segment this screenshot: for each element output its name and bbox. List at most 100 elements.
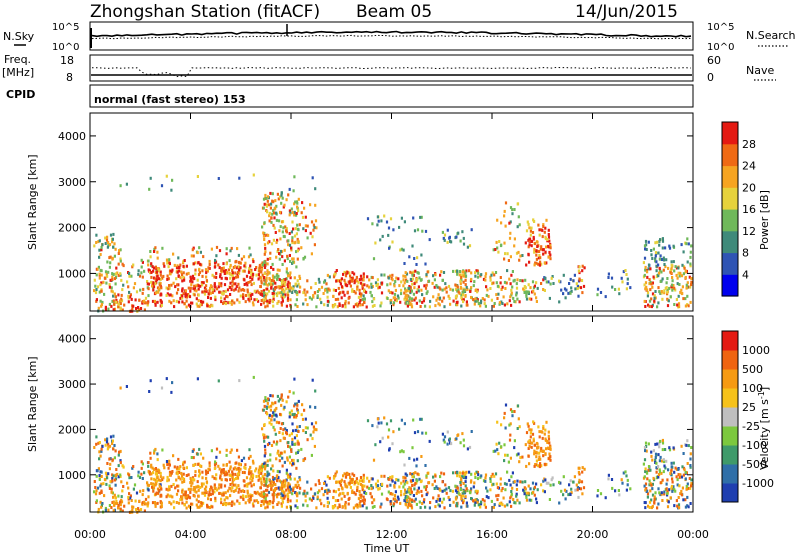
velocity-cell: [272, 490, 275, 494]
velocity-cell: [568, 483, 571, 487]
velocity-cell: [394, 497, 397, 501]
velocity-cell: [441, 489, 444, 493]
power-cell: [281, 230, 284, 234]
power-cell: [540, 262, 543, 266]
power-cell: [235, 259, 238, 263]
velocity-cell: [487, 496, 490, 500]
power-cell: [310, 286, 313, 290]
power-cell: [367, 285, 371, 289]
power-cell: [389, 217, 393, 221]
power-cell: [225, 277, 228, 281]
power-cell: [420, 215, 423, 219]
power-cell: [413, 298, 416, 302]
power-cell: [533, 247, 536, 251]
velocity-cell: [644, 467, 647, 471]
velocity-cell: [335, 480, 338, 484]
power-cell: [403, 291, 406, 295]
power-cell: [127, 285, 130, 289]
power-cell: [302, 257, 305, 261]
power-cell: [297, 209, 300, 213]
velocity-cell: [515, 453, 519, 457]
velocity-cell: [285, 488, 288, 492]
velocity-cell: [465, 501, 468, 505]
power-cell: [559, 280, 562, 284]
power-cell: [106, 235, 109, 239]
velocity-cell: [413, 431, 417, 435]
velocity-cell: [111, 479, 114, 483]
velocity-cell: [286, 473, 289, 477]
power-cell: [400, 280, 403, 284]
power-cell: [213, 285, 216, 289]
velocity-cell: [545, 447, 548, 451]
power-cell: [527, 245, 530, 249]
power-cell: [456, 270, 459, 273]
power-cell: [231, 273, 234, 277]
power-cell: [234, 264, 237, 268]
velocity-cell: [109, 462, 112, 466]
power-cell: [573, 273, 576, 277]
power-cell: [113, 242, 116, 246]
power-cell: [496, 218, 499, 222]
velocity-cell: [206, 503, 209, 507]
power-cell: [137, 272, 140, 276]
power-cell: [324, 288, 327, 292]
power-cell: [100, 269, 103, 273]
velocity-cell: [144, 502, 147, 506]
velocity-cell: [458, 474, 461, 478]
velocity-ytick-label: 4000: [58, 333, 86, 346]
velocity-cell: [214, 499, 217, 503]
power-cell: [205, 275, 208, 279]
power-cell: [548, 239, 551, 243]
power-cell: [314, 187, 317, 191]
velocity-cell: [344, 482, 347, 486]
power-cell: [273, 275, 276, 279]
velocity-cell: [434, 505, 437, 509]
power-cell: [533, 292, 536, 296]
power-cell: [291, 211, 294, 215]
power-cell: [293, 276, 296, 280]
power-cell: [288, 232, 291, 235]
velocity-cell: [367, 486, 371, 490]
velocity-cell: [403, 463, 406, 467]
power-cell: [387, 276, 390, 280]
power-cell: [462, 298, 465, 302]
power-cell: [128, 290, 131, 294]
velocity-cell: [621, 481, 624, 485]
velocity-cell: [474, 476, 477, 479]
velocity-cell: [117, 475, 120, 479]
velocity-cell: [245, 483, 248, 487]
velocity-cell: [525, 491, 528, 495]
velocity-cell: [295, 499, 298, 503]
power-cell: [657, 274, 660, 278]
power-cell: [155, 280, 158, 284]
velocity-cell: [472, 485, 475, 489]
power-cell: [112, 299, 115, 303]
power-cell: [567, 291, 570, 295]
power-cell: [268, 301, 271, 305]
velocity-cell: [576, 488, 579, 492]
power-cell: [194, 272, 197, 276]
velocity-cell: [413, 458, 416, 462]
power-cell: [249, 280, 252, 283]
power-cell: [209, 284, 213, 288]
velocity-cell: [343, 494, 346, 498]
velocity-cell: [166, 463, 169, 466]
power-cell: [459, 282, 462, 286]
velocity-cell: [547, 481, 550, 485]
power-cell: [517, 215, 520, 219]
power-cell: [676, 303, 679, 307]
power-cell: [643, 299, 646, 303]
power-cell: [500, 221, 503, 225]
noise-sky-trace: [91, 30, 692, 38]
velocity-cell: [533, 493, 536, 497]
velocity-cell: [508, 478, 511, 482]
power-cell: [220, 276, 223, 280]
power-cell: [244, 261, 247, 265]
power-cell: [160, 300, 163, 304]
power-cell: [165, 286, 168, 290]
power-cell: [242, 296, 245, 300]
velocity-cell: [411, 484, 414, 487]
velocity-cell: [201, 484, 204, 488]
power-cell: [257, 273, 260, 277]
power-cell: [379, 238, 382, 242]
